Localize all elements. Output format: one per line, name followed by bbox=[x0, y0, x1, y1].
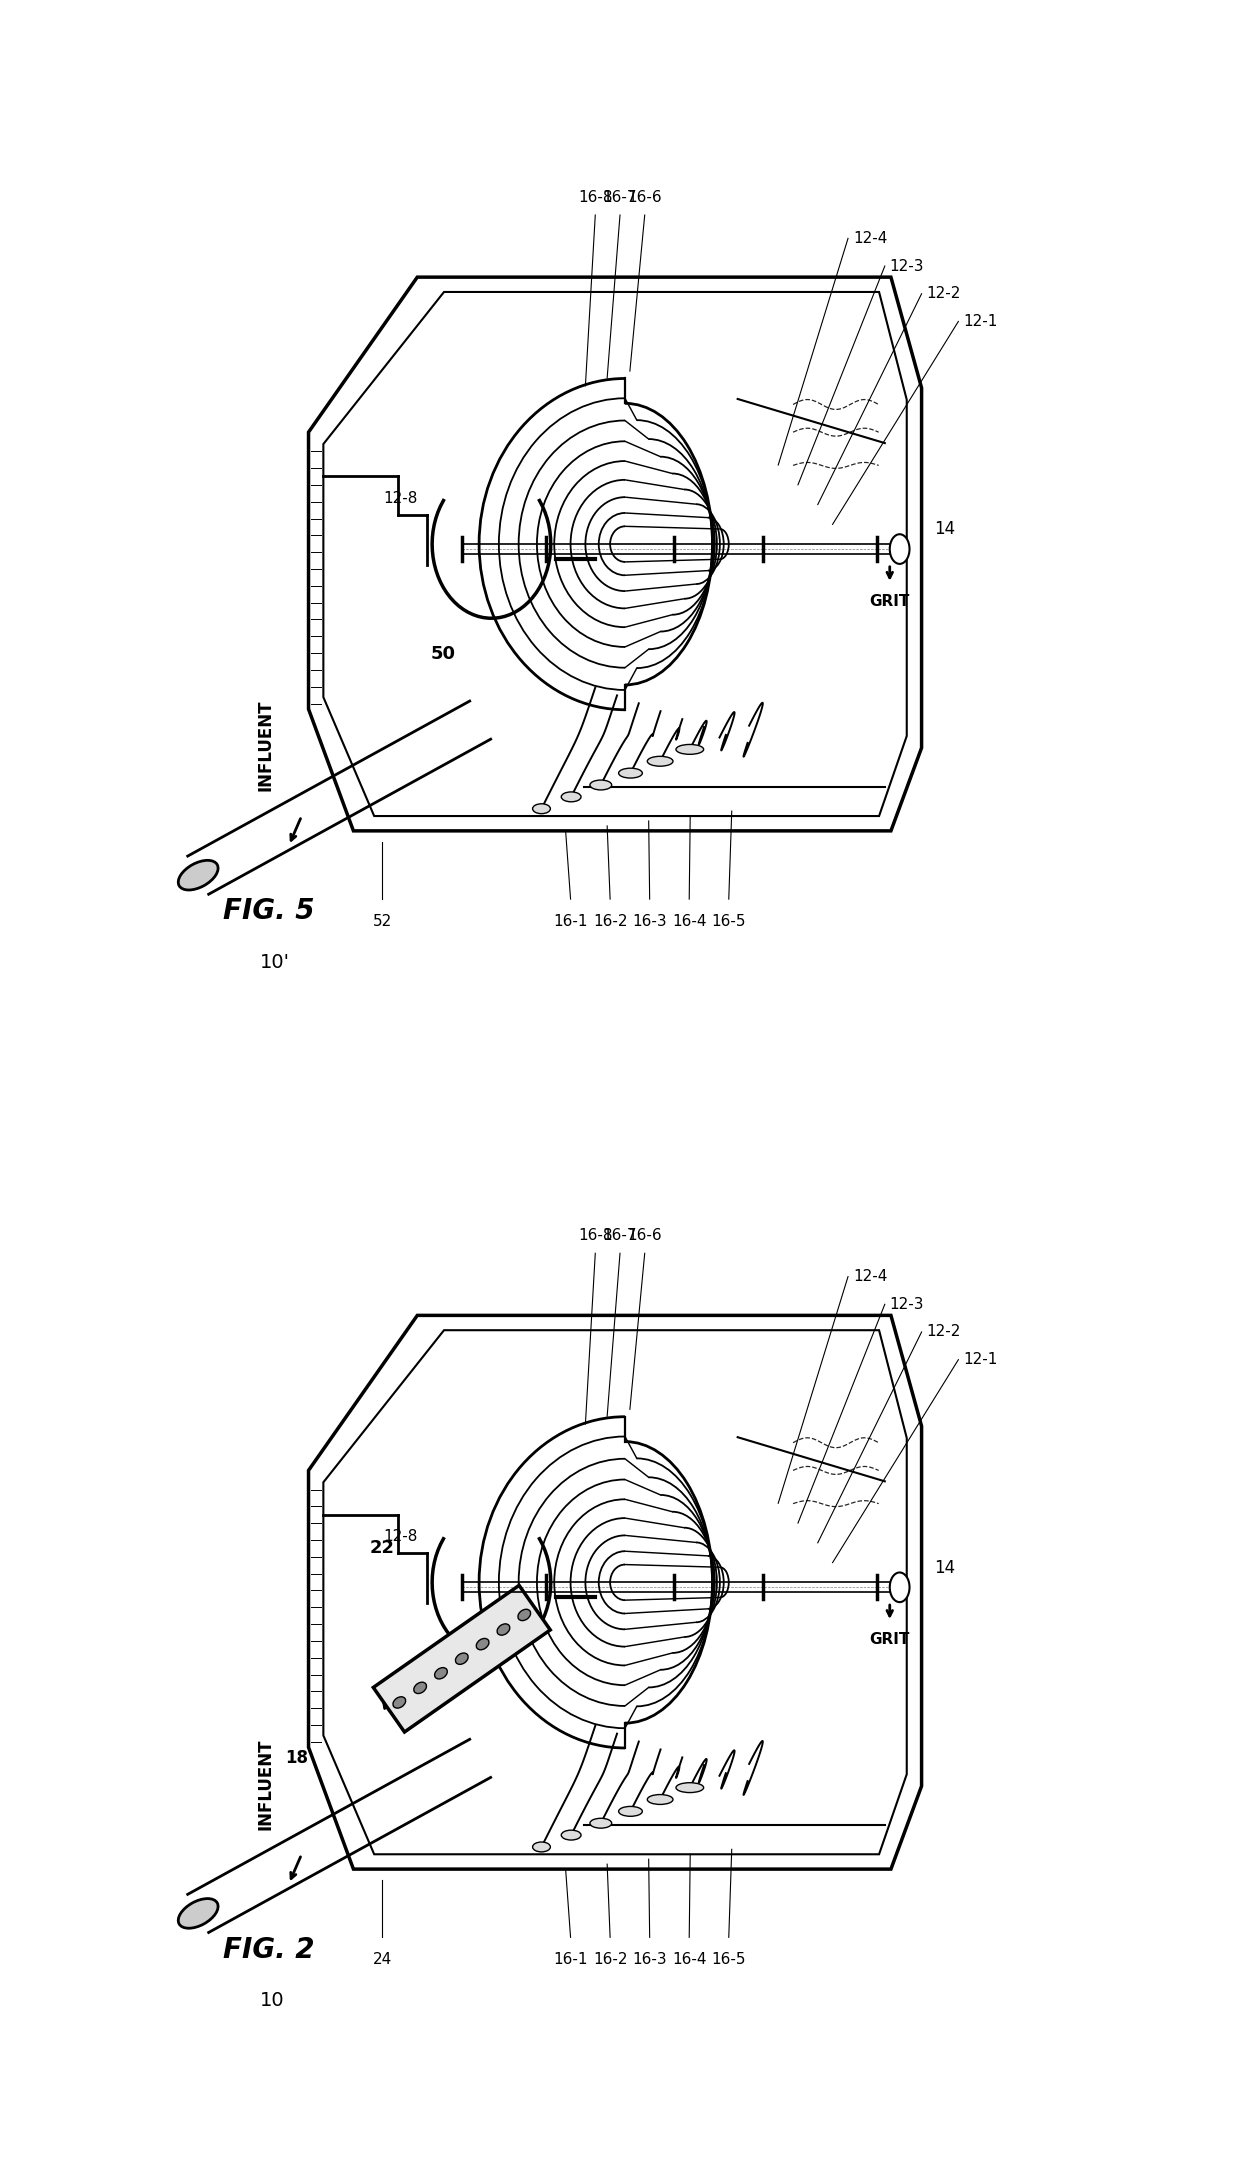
Ellipse shape bbox=[676, 744, 703, 754]
Text: 16-4: 16-4 bbox=[672, 1951, 707, 1966]
Text: 50: 50 bbox=[432, 644, 456, 663]
Ellipse shape bbox=[179, 1899, 218, 1927]
Text: 16-8: 16-8 bbox=[578, 191, 613, 206]
Ellipse shape bbox=[476, 1639, 489, 1650]
Text: 16-3: 16-3 bbox=[632, 915, 667, 928]
Text: 16-6: 16-6 bbox=[627, 191, 662, 206]
Ellipse shape bbox=[647, 757, 673, 765]
Ellipse shape bbox=[414, 1682, 427, 1693]
Ellipse shape bbox=[890, 1572, 909, 1602]
Ellipse shape bbox=[455, 1652, 469, 1665]
Text: 16-4: 16-4 bbox=[672, 915, 707, 928]
Ellipse shape bbox=[497, 1624, 510, 1635]
Text: 24: 24 bbox=[372, 1951, 392, 1966]
Ellipse shape bbox=[179, 861, 218, 891]
Text: GRIT: GRIT bbox=[869, 1633, 910, 1648]
Ellipse shape bbox=[533, 1843, 551, 1851]
Ellipse shape bbox=[435, 1667, 448, 1678]
Text: 16-6: 16-6 bbox=[627, 1229, 662, 1244]
Ellipse shape bbox=[676, 1782, 703, 1793]
Ellipse shape bbox=[518, 1609, 531, 1622]
Text: 12-1: 12-1 bbox=[963, 314, 998, 330]
Text: 16-1: 16-1 bbox=[553, 1951, 588, 1966]
Text: 22: 22 bbox=[370, 1539, 394, 1557]
Text: INFLUENT: INFLUENT bbox=[255, 700, 274, 791]
Text: 12-1: 12-1 bbox=[963, 1353, 998, 1368]
Ellipse shape bbox=[562, 791, 582, 802]
Text: 12-8: 12-8 bbox=[383, 1528, 418, 1544]
Text: 12-4: 12-4 bbox=[853, 1268, 888, 1283]
Ellipse shape bbox=[393, 1698, 405, 1708]
Text: FIG. 5: FIG. 5 bbox=[223, 898, 314, 926]
Text: 12-3: 12-3 bbox=[890, 258, 924, 273]
Text: 16-3: 16-3 bbox=[632, 1951, 667, 1966]
Text: INFLUENT: INFLUENT bbox=[255, 1739, 274, 1830]
Text: FIG. 2: FIG. 2 bbox=[223, 1936, 314, 1964]
Text: 16-2: 16-2 bbox=[593, 915, 627, 928]
Text: 12-2: 12-2 bbox=[926, 286, 961, 301]
Text: 14: 14 bbox=[934, 1559, 955, 1576]
Ellipse shape bbox=[647, 1795, 673, 1804]
Ellipse shape bbox=[562, 1830, 582, 1841]
Ellipse shape bbox=[890, 533, 909, 564]
Text: 16-7: 16-7 bbox=[603, 1229, 637, 1244]
Polygon shape bbox=[373, 1585, 551, 1732]
Text: 12-8: 12-8 bbox=[383, 492, 418, 505]
Text: 16-5: 16-5 bbox=[712, 1951, 746, 1966]
Text: 12-4: 12-4 bbox=[853, 230, 888, 245]
Text: 52: 52 bbox=[372, 915, 392, 928]
Text: 12-2: 12-2 bbox=[926, 1325, 961, 1340]
Ellipse shape bbox=[533, 804, 551, 813]
Text: 14: 14 bbox=[934, 520, 955, 538]
Text: 16-8: 16-8 bbox=[578, 1229, 613, 1244]
Text: 18: 18 bbox=[285, 1750, 308, 1767]
Ellipse shape bbox=[619, 767, 642, 778]
Text: 10': 10' bbox=[259, 952, 289, 971]
Text: 16-7: 16-7 bbox=[603, 191, 637, 206]
Text: 16-5: 16-5 bbox=[712, 915, 746, 928]
Text: 16-2: 16-2 bbox=[593, 1951, 627, 1966]
Text: 10: 10 bbox=[259, 1990, 284, 2010]
Ellipse shape bbox=[590, 1819, 611, 1828]
Ellipse shape bbox=[590, 780, 611, 789]
Text: GRIT: GRIT bbox=[869, 594, 910, 609]
Text: 12-3: 12-3 bbox=[890, 1296, 924, 1312]
Ellipse shape bbox=[619, 1806, 642, 1817]
Text: 16-1: 16-1 bbox=[553, 915, 588, 928]
